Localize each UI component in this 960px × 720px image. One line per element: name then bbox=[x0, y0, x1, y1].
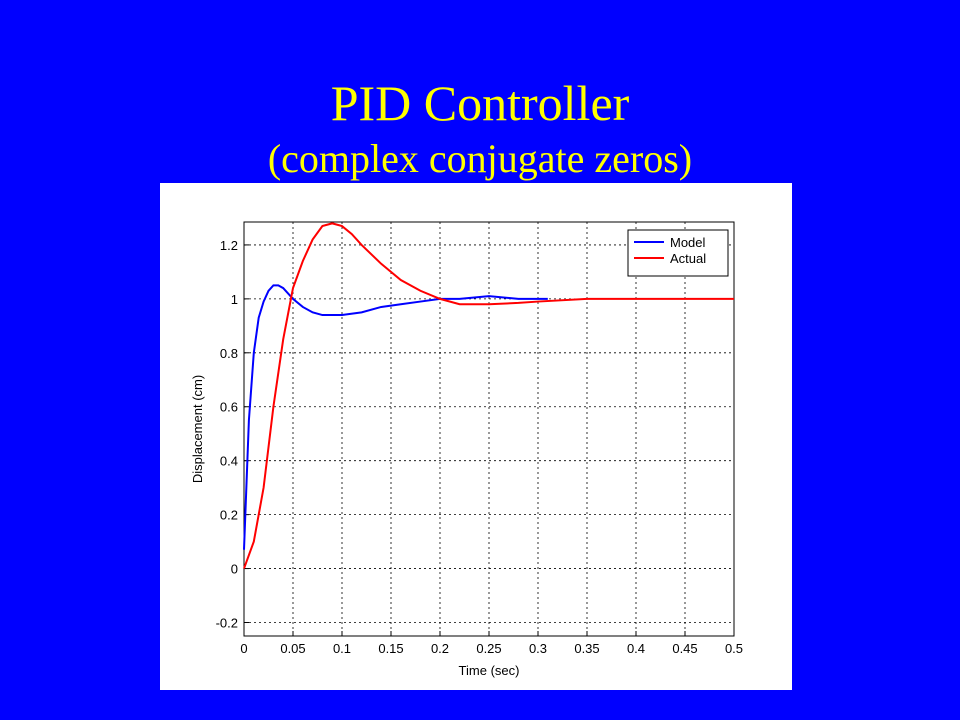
plot-frame bbox=[243, 221, 735, 637]
series-line bbox=[243, 222, 734, 569]
y-tick-label: -0.2 bbox=[216, 616, 238, 631]
legend-box bbox=[627, 229, 729, 277]
y-tick-label: 1 bbox=[231, 292, 238, 307]
y-axis-label: Displacement (cm) bbox=[190, 375, 205, 483]
slide-title: PID Controller bbox=[331, 75, 630, 131]
y-tick-label: 1.2 bbox=[220, 238, 238, 253]
x-tick-label: 0.45 bbox=[672, 641, 697, 656]
y-tick-label: 0.8 bbox=[220, 346, 238, 361]
x-axis-label: Time (sec) bbox=[459, 663, 520, 678]
x-tick-label: 0.15 bbox=[378, 641, 403, 656]
x-tick-label: 0.4 bbox=[627, 641, 645, 656]
y-tick-label: 0 bbox=[231, 562, 238, 577]
x-tick-label: 0.35 bbox=[574, 641, 599, 656]
x-tick-label: 0.25 bbox=[476, 641, 501, 656]
x-tick-label: 0.05 bbox=[280, 641, 305, 656]
y-tick-label: 0.2 bbox=[220, 508, 238, 523]
y-tick-label: 0.6 bbox=[220, 400, 238, 415]
slide-subtitle: (complex conjugate zeros) bbox=[268, 136, 692, 181]
x-tick-label: 0.5 bbox=[725, 641, 743, 656]
y-tick-label: 0.4 bbox=[220, 454, 238, 469]
x-tick-label: 0.1 bbox=[333, 641, 351, 656]
x-tick-label: 0 bbox=[240, 641, 247, 656]
x-tick-label: 0.2 bbox=[431, 641, 449, 656]
legend-label: Model bbox=[670, 235, 706, 250]
x-tick-label: 0.3 bbox=[529, 641, 547, 656]
legend-label: Actual bbox=[670, 251, 706, 266]
